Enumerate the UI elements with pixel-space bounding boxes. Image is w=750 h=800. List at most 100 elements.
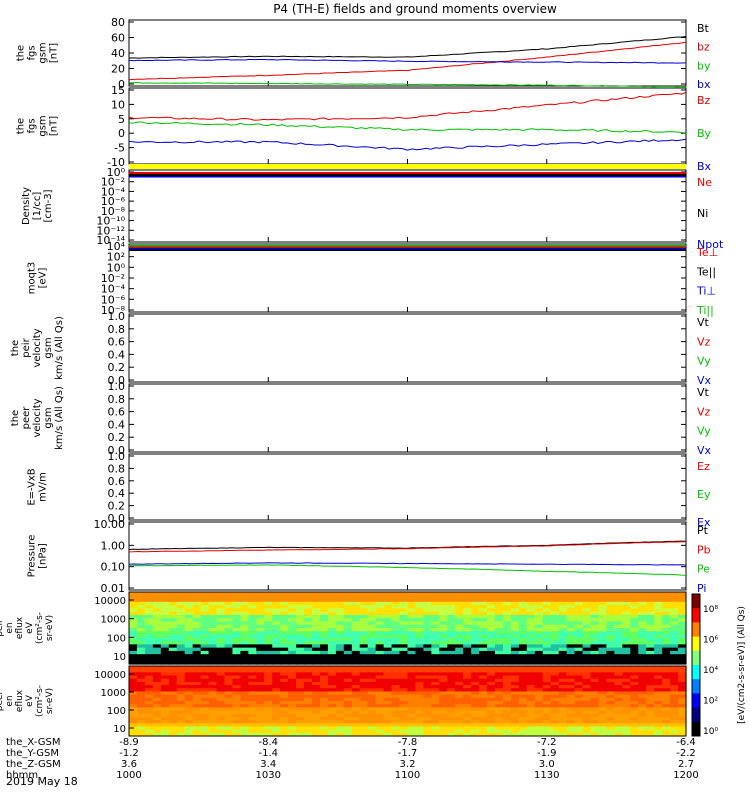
spectrogram-cell: [383, 592, 393, 596]
spectrogram-cell: [256, 654, 265, 659]
colorbar-tick: 10²: [703, 697, 718, 707]
legend-Vt: Vt: [697, 386, 710, 399]
spectrogram-cell: [224, 631, 234, 636]
spectrogram-cell: [200, 729, 210, 734]
spectrogram-cell: [622, 694, 631, 699]
spectrogram-cell: [312, 660, 321, 665]
legend-Bx: Bx: [697, 160, 712, 173]
spectrogram-cell: [670, 644, 679, 649]
spectrogram-cell: [248, 624, 257, 629]
spectrogram-cell: [256, 720, 265, 724]
spectrogram-cell: [407, 678, 417, 683]
spectrogram-cell: [447, 631, 456, 636]
spectrogram-cell: [288, 723, 297, 728]
spectrogram-cell: [272, 732, 281, 737]
spectrogram-cell: [431, 621, 440, 626]
spectrogram-cell: [335, 678, 345, 683]
spectrogram-cell: [136, 675, 146, 680]
spectrogram-cell: [495, 624, 504, 629]
spectrogram-cell: [232, 624, 241, 629]
spectrogram-cell: [288, 697, 297, 702]
spectrogram-cell: [144, 641, 154, 645]
spectrogram-cell: [534, 650, 544, 655]
spectrogram-cell: [638, 605, 647, 609]
spectrogram-cell: [574, 685, 584, 689]
spectrogram-cell: [216, 641, 226, 645]
spectrogram-cell: [319, 650, 329, 655]
spectrogram-cell: [526, 691, 536, 696]
spectrogram-cell: [566, 675, 576, 680]
spectrogram-cell: [351, 641, 361, 645]
spectrogram-cell: [343, 726, 353, 731]
spectrogram-cell: [606, 601, 615, 606]
spectrogram-cell: [590, 605, 600, 609]
spectrogram-cell: [327, 666, 337, 670]
spectrogram-cell: [471, 681, 480, 686]
xaxis-tick-label: -1.2: [119, 748, 139, 759]
spectrogram-cell: [319, 631, 329, 636]
spectrogram-cell: [606, 704, 615, 708]
spectrogram-cell: [327, 723, 337, 728]
spectrogram-cell: [184, 720, 194, 724]
spectrogram-cell: [495, 644, 504, 649]
ylabel-line: [1/cc]: [32, 192, 43, 221]
colorbar-step: [692, 665, 700, 680]
spectrogram-cell: [375, 624, 385, 629]
spectrogram-cell: [622, 723, 631, 728]
spectrogram-cell: [200, 657, 210, 662]
spectrogram-cell: [606, 726, 615, 731]
spectrogram-cell: [391, 605, 401, 609]
spectrogram-cell: [431, 688, 440, 693]
spectrogram-cell: [670, 685, 679, 689]
spectrogram-cell: [335, 598, 345, 603]
spectrogram-cell: [216, 732, 226, 737]
spectrogram-cell: [216, 713, 226, 718]
series-Pi: [129, 564, 687, 576]
spectrogram-cell: [646, 608, 655, 613]
spectrogram-cell: [463, 598, 472, 603]
spectrogram-cell: [447, 634, 456, 639]
spectrogram-cell: [455, 601, 464, 606]
spectrogram-cell: [495, 678, 504, 683]
spectrogram-cell: [598, 628, 608, 632]
spectrogram-cell: [606, 657, 615, 662]
spectrogram-cell: [582, 669, 592, 673]
spectrogram-cell: [447, 624, 456, 629]
spectrogram-cell: [232, 647, 241, 652]
spectrogram-cell: [463, 654, 472, 659]
spectrogram-cell: [662, 713, 671, 718]
spectrogram-cell: [582, 723, 592, 728]
spectrogram-cell: [510, 701, 520, 705]
spectrogram-cell: [256, 614, 265, 619]
spectrogram-cell: [463, 726, 472, 731]
spectrogram-cell: [375, 644, 385, 649]
spectrogram-cell: [399, 641, 409, 645]
spectrogram-cell: [288, 654, 297, 659]
spectrogram-cell: [550, 681, 560, 686]
spectrogram-cell: [574, 637, 584, 642]
spectrogram-cell: [129, 723, 138, 728]
spectrogram-cell: [304, 608, 313, 613]
spectrogram-cell: [272, 621, 281, 626]
spectrogram-cell: [184, 611, 194, 616]
spectrogram-cell: [176, 608, 186, 613]
spectrogram-cell: [646, 685, 655, 689]
spectrogram-cell: [129, 694, 138, 699]
spectrogram-cell: [646, 657, 655, 662]
spectrogram-cell: [590, 685, 600, 689]
spectrogram-cell: [447, 614, 456, 619]
spectrogram-cell: [558, 605, 568, 609]
spectrogram-cell: [296, 732, 305, 737]
spectrogram-cell: [502, 713, 512, 718]
spectrogram-cell: [487, 621, 496, 626]
spectrogram-cell: [288, 644, 297, 649]
spectrogram-cell: [264, 713, 273, 718]
spectrogram-cell: [518, 701, 528, 705]
spectrogram-cell: [224, 624, 234, 629]
spectrogram-cell: [590, 611, 600, 616]
spectrogram-cell: [415, 720, 425, 724]
spectrogram-cell: [646, 720, 655, 724]
spectrogram-cell: [216, 710, 226, 715]
spectrogram-cell: [343, 694, 353, 699]
spectrogram-cell: [518, 710, 528, 715]
